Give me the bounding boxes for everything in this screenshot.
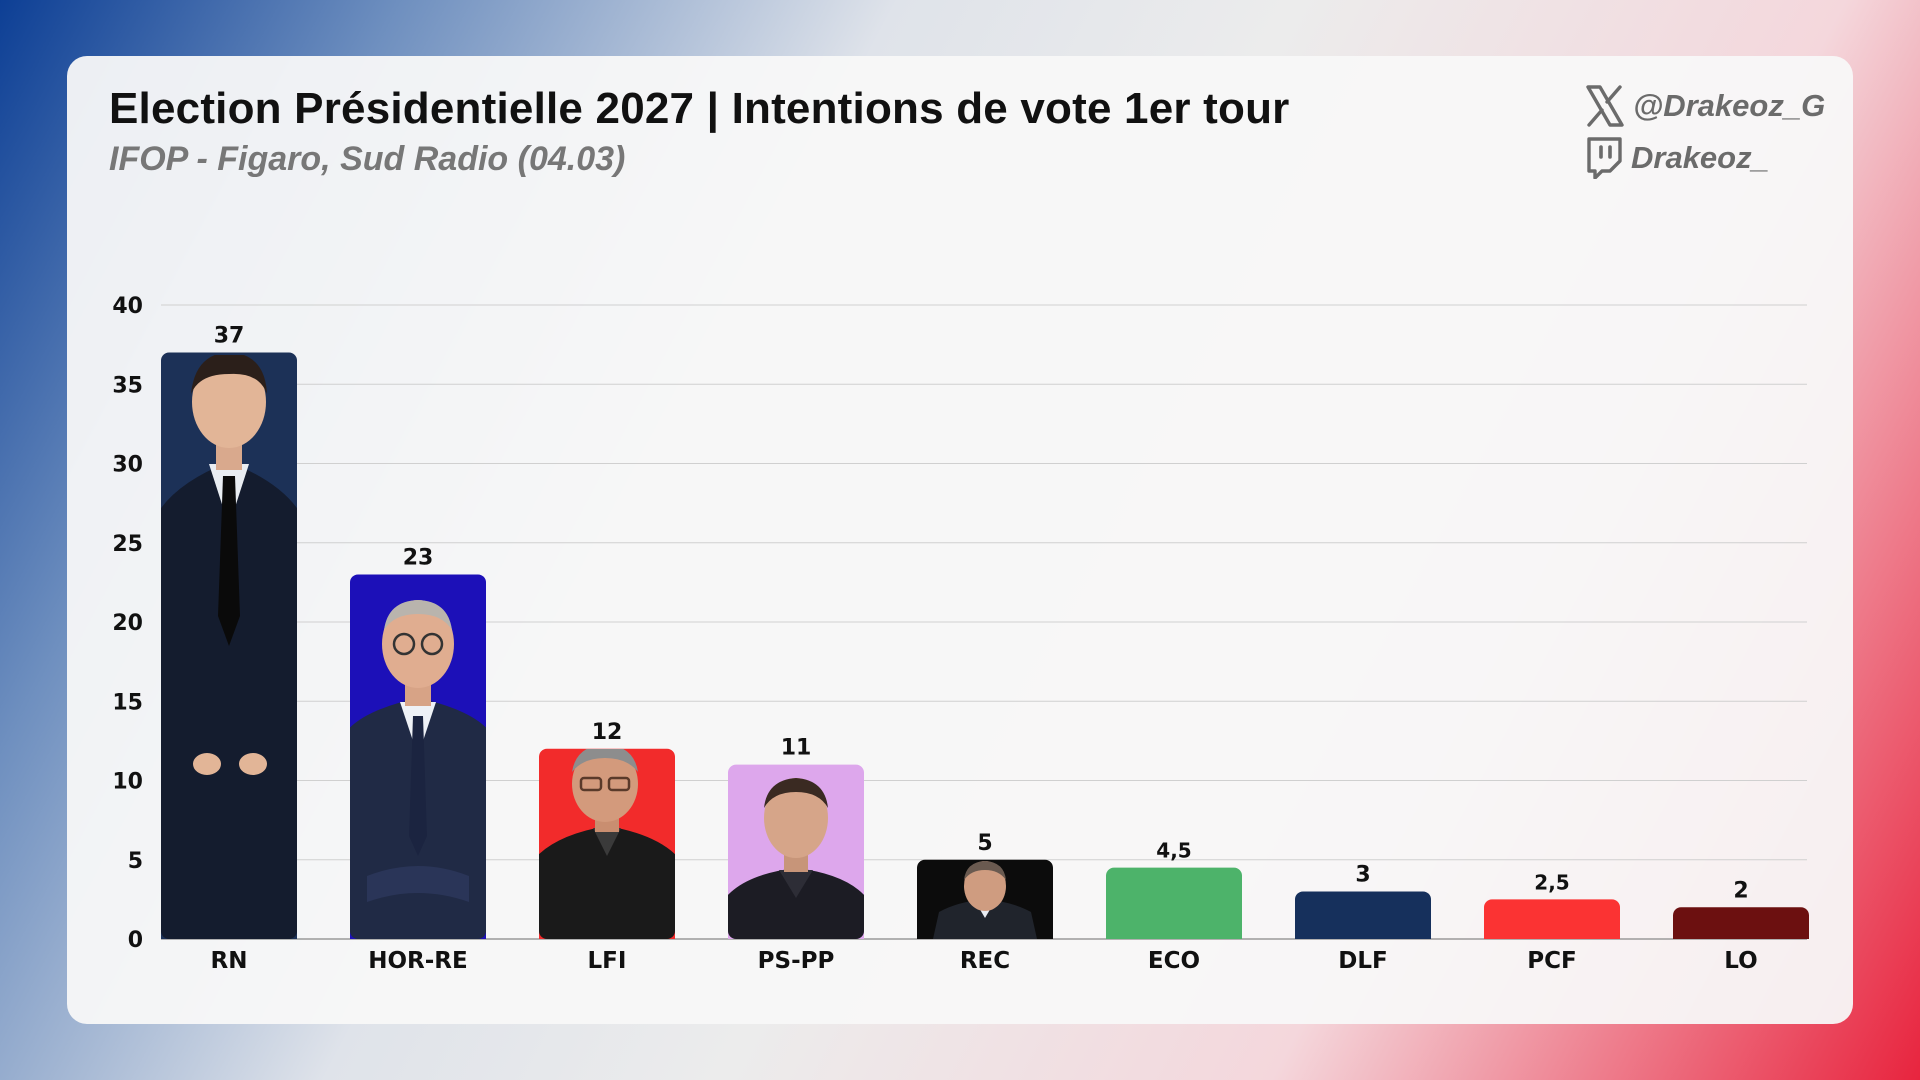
twitch-handle[interactable]: Drakeoz_: [1631, 140, 1769, 175]
y-tick-label-25: 25: [112, 532, 143, 557]
value-label-rn: 37: [214, 324, 245, 349]
bar-base-eco: [1106, 929, 1242, 939]
bar-base-dlf: [1295, 929, 1431, 939]
category-label-hor-re: HOR-RE: [368, 948, 467, 974]
portrait-rn-candidate: [161, 355, 297, 939]
portrait-lfi-candidate: [539, 749, 675, 939]
y-tick-label-0: 0: [128, 928, 143, 953]
category-label-pcf: PCF: [1527, 948, 1576, 974]
value-label-lo: 2: [1733, 878, 1748, 903]
portrait-ps-pp-candidate: [728, 778, 864, 939]
y-tick-label-5: 5: [128, 849, 143, 874]
value-label-hor-re: 23: [403, 545, 434, 570]
value-label-pcf: 2,5: [1534, 870, 1569, 894]
x-logo-icon: [1586, 85, 1624, 127]
portrait-rec-candidate: [933, 861, 1037, 939]
value-label-dlf: 3: [1355, 862, 1370, 887]
bar-dlf: [1295, 891, 1431, 939]
twitch-logo-icon: [1587, 137, 1622, 179]
x-handle-row[interactable]: @Drakeoz_G: [1585, 84, 1825, 128]
twitch-handle-row[interactable]: Drakeoz_: [1585, 136, 1769, 180]
value-label-ps-pp: 11: [781, 736, 812, 761]
value-label-lfi: 12: [592, 720, 623, 745]
bar-base-pcf: [1484, 929, 1620, 939]
value-labels: 37 23 12 11 5 4,5 3 2,5 2: [214, 324, 1749, 904]
y-tick-label-30: 30: [112, 453, 143, 478]
value-label-rec: 5: [977, 831, 992, 856]
y-tick-label-10: 10: [112, 770, 143, 795]
category-labels: RN HOR-RE LFI PS-PP REC ECO DLF PCF LO: [211, 948, 1758, 974]
y-tick-label-15: 15: [112, 690, 143, 715]
chart-card: Election Présidentielle 2027 | Intention…: [67, 56, 1853, 1024]
y-tick-label-20: 20: [112, 611, 143, 636]
y-tick-label-40: 40: [112, 294, 143, 319]
category-label-dlf: DLF: [1338, 948, 1387, 974]
bar-base-lo: [1673, 929, 1809, 939]
category-label-ps-pp: PS-PP: [758, 948, 835, 974]
category-label-rn: RN: [211, 948, 248, 974]
x-handle[interactable]: @Drakeoz_G: [1633, 88, 1826, 123]
category-label-rec: REC: [960, 948, 1010, 974]
bar-eco: [1106, 867, 1242, 939]
category-label-lfi: LFI: [588, 948, 627, 974]
portrait-hor-re-candidate: [350, 600, 486, 939]
value-label-eco: 4,5: [1156, 839, 1191, 863]
y-axis-ticks: 0 5 10 15 20 25 30 35 40: [112, 294, 143, 953]
chart-title: Election Présidentielle 2027 | Intention…: [109, 84, 1290, 133]
y-tick-label-35: 35: [112, 373, 143, 398]
category-label-lo: LO: [1724, 948, 1757, 974]
category-label-eco: ECO: [1148, 948, 1200, 974]
chart-subtitle: IFOP - Figaro, Sud Radio (04.03): [109, 140, 626, 178]
